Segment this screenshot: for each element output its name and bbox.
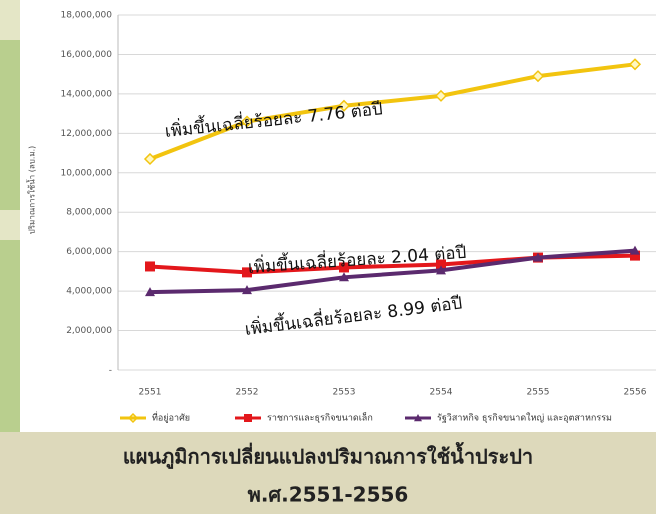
marker: [337, 99, 351, 112]
marker: [630, 245, 640, 255]
x-tick-label: 2553: [333, 388, 356, 398]
line: [149, 248, 636, 295]
y-tick-label: 10,000,000: [60, 168, 112, 178]
y-tick-label: 4,000,000: [66, 287, 112, 297]
caption-panel: [0, 432, 656, 514]
marker: [628, 58, 642, 71]
x-tick-label: 2552: [236, 388, 259, 398]
marker: [240, 115, 254, 128]
marker: [143, 152, 157, 166]
marker: [436, 259, 446, 270]
marker: [533, 252, 543, 262]
marker: [436, 265, 446, 275]
marker: [242, 267, 252, 278]
marker: [339, 262, 349, 273]
y-axis-label: ปริมาณการใช้น้ำ (ลบ.ม.): [26, 146, 37, 235]
side-panel: [0, 240, 22, 440]
marker: [434, 89, 448, 102]
marker: [531, 70, 545, 83]
chart-subtitle: พ.ศ.2551-2556: [248, 483, 409, 507]
chart-panel: [20, 0, 656, 432]
y-tick-label: 12,000,000: [60, 129, 112, 139]
marker: [630, 250, 640, 261]
legend-label: ราชการและธุรกิจขนาดเล็ก: [267, 411, 373, 424]
x-tick-label: 2555: [527, 388, 550, 398]
chart-title: แผนภูมิการเปลี่ยนแปลงปริมาณการใช้น้ำประป…: [123, 442, 533, 471]
marker: [242, 285, 252, 295]
y-tick-label: 8,000,000: [66, 208, 112, 218]
y-tick-label: -: [109, 366, 112, 376]
y-tick-label: 2,000,000: [66, 326, 112, 336]
x-tick-label: 2554: [430, 388, 453, 398]
y-tick-label: 16,000,000: [60, 50, 112, 60]
legend-label: รัฐวิสาหกิจ ธุรกิจขนาดใหญ่ และอุตสาหกรรม: [437, 413, 612, 424]
y-tick-label: 14,000,000: [60, 89, 112, 99]
x-tick-label: 2551: [139, 388, 162, 398]
legend-label: ที่อยู่อาศัย: [152, 411, 190, 424]
y-tick-label: 6,000,000: [66, 247, 112, 257]
y-tick-label: 18,000,000: [60, 11, 112, 21]
x-tick-label: 2556: [624, 388, 647, 398]
marker: [145, 261, 155, 272]
side-panel: [0, 40, 22, 210]
marker: [145, 287, 155, 297]
line: [149, 62, 636, 161]
marker: [339, 272, 349, 282]
